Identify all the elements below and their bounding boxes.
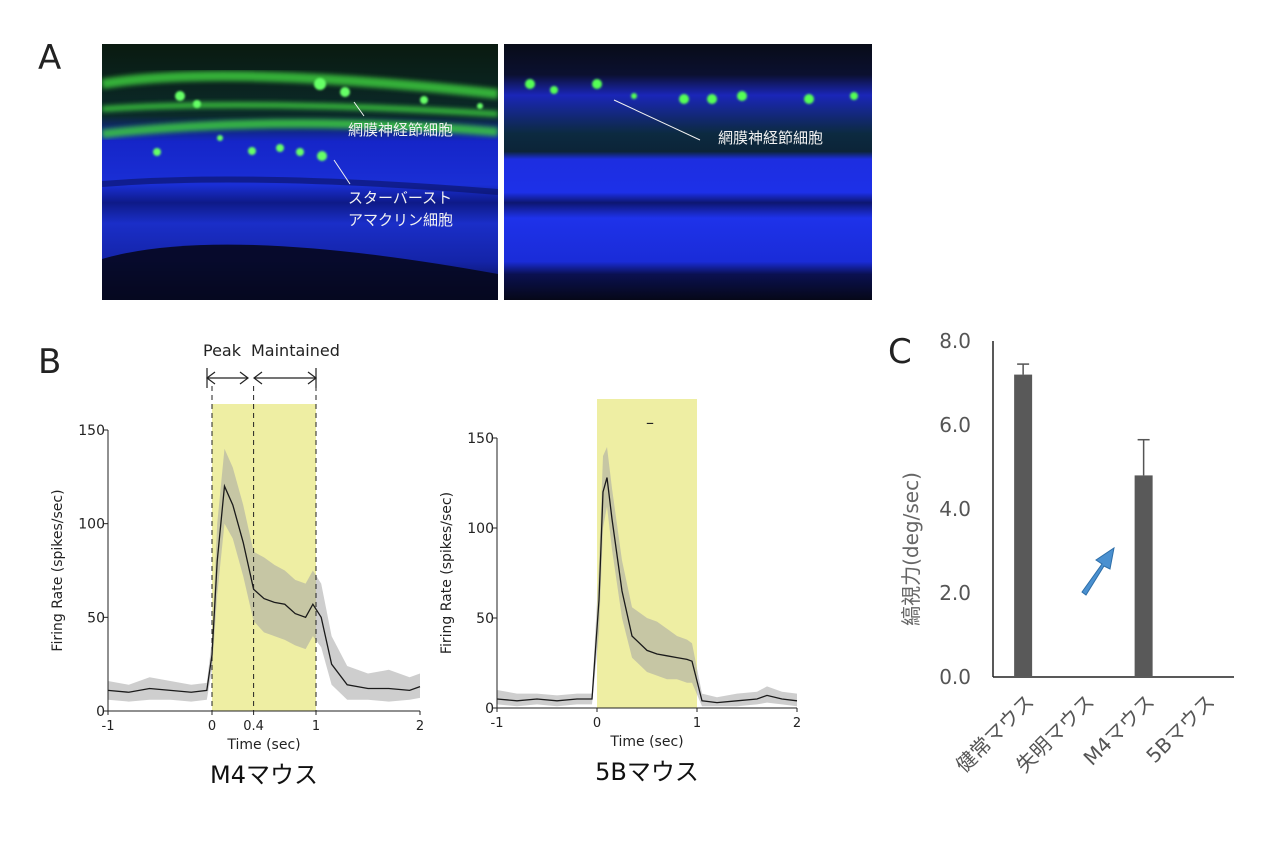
- x-axis-label: Time (sec): [226, 737, 300, 753]
- chart-title: 5Bマウス: [595, 758, 699, 786]
- label-sac-line1: スターバースト: [348, 189, 453, 207]
- micrograph-left: 網膜神経節細胞 スターバースト アマクリン細胞: [102, 44, 498, 300]
- x-tick-label: -1: [102, 719, 115, 734]
- y-tick-label: 0: [96, 704, 105, 720]
- error-band: [108, 448, 420, 702]
- y-tick-label: 4.0: [939, 497, 971, 521]
- y-tick-label: 0.0: [939, 665, 971, 689]
- error-band: [497, 447, 797, 707]
- bar: [1014, 374, 1033, 677]
- x-tick-label: 1: [693, 716, 701, 731]
- y-tick-label: 2.0: [939, 581, 971, 605]
- y-axis-label: Firing Rate (spikes/sec): [439, 492, 455, 654]
- x-axis-label: Time (sec): [609, 734, 683, 750]
- y-tick-label: 50: [87, 610, 105, 626]
- x-tick-label: 1: [312, 719, 320, 734]
- y-tick-label: 100: [467, 521, 494, 537]
- y-tick-label: 6.0: [939, 413, 971, 437]
- dash-mark: –: [646, 413, 654, 432]
- y-tick-label: 150: [78, 423, 105, 439]
- y-axis-label: 縞視力(deg/sec): [899, 472, 923, 626]
- x-tick-label: 0: [593, 716, 601, 731]
- blue-arrow-annotation: [1081, 546, 1115, 596]
- arrow-icon: [1081, 546, 1115, 596]
- x-tick-label: 2: [793, 716, 801, 731]
- x-tick-label: 0: [208, 719, 216, 734]
- panel-letter-c: C: [888, 332, 912, 372]
- y-tick-label: 50: [476, 611, 494, 627]
- panel-letter-a: A: [38, 38, 62, 78]
- bar: [1134, 475, 1153, 677]
- y-tick-label: 100: [78, 517, 105, 533]
- label-rgc-right: 網膜神経節細胞: [718, 129, 824, 147]
- chart-title: M4マウス: [210, 761, 318, 789]
- x-tick-label: 2: [416, 719, 424, 734]
- panel-letter-b: B: [38, 342, 62, 382]
- label-sac-line2: アマクリン細胞: [348, 211, 454, 229]
- mean-line: [496, 477, 798, 704]
- micrograph-right: 網膜神経節細胞: [504, 44, 872, 300]
- x-tick-label: -1: [491, 716, 504, 731]
- x-tick-label: 0.4: [243, 719, 264, 734]
- micrograph-right-image: [504, 44, 872, 300]
- label-rgc-left: 網膜神経節細胞: [348, 121, 454, 139]
- y-tick-label: 150: [467, 431, 494, 447]
- micrograph-left-image: [102, 44, 498, 300]
- mean-line: [107, 483, 421, 693]
- y-axis-label: Firing Rate (spikes/sec): [50, 489, 66, 651]
- y-tick-label: 8.0: [939, 329, 971, 353]
- y-tick-label: 0: [485, 701, 494, 717]
